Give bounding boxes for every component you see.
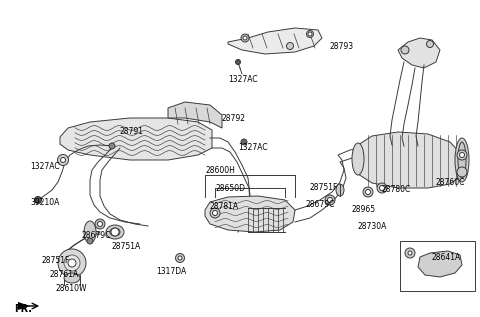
Circle shape [176, 254, 184, 262]
Circle shape [287, 42, 293, 49]
Circle shape [68, 259, 76, 267]
Circle shape [405, 248, 415, 258]
Circle shape [111, 228, 119, 236]
Text: 28679C: 28679C [306, 200, 336, 209]
Circle shape [178, 256, 182, 260]
Circle shape [325, 195, 335, 205]
Text: 28781A: 28781A [210, 202, 239, 211]
Polygon shape [228, 28, 322, 54]
Circle shape [60, 158, 65, 163]
Circle shape [243, 36, 247, 40]
Polygon shape [418, 251, 462, 277]
Ellipse shape [455, 138, 469, 182]
Text: 28791: 28791 [120, 127, 144, 136]
Circle shape [213, 210, 217, 216]
Polygon shape [358, 132, 462, 188]
Circle shape [58, 249, 86, 277]
Text: 28760C: 28760C [435, 178, 464, 187]
Text: 28965: 28965 [352, 205, 376, 214]
Text: 28792: 28792 [222, 114, 246, 123]
Text: 28780C: 28780C [382, 185, 411, 194]
Ellipse shape [106, 225, 124, 239]
Bar [400, 241, 475, 291]
Circle shape [327, 197, 333, 203]
Circle shape [95, 219, 105, 229]
Text: 28730A: 28730A [358, 222, 387, 231]
Circle shape [365, 190, 371, 195]
Ellipse shape [84, 221, 96, 243]
Circle shape [459, 152, 465, 158]
Circle shape [307, 30, 313, 37]
Ellipse shape [64, 273, 80, 283]
Ellipse shape [336, 184, 344, 196]
Circle shape [408, 251, 412, 255]
Text: 28751F: 28751F [310, 183, 338, 192]
Polygon shape [60, 118, 212, 160]
Circle shape [457, 150, 467, 160]
Circle shape [35, 197, 41, 204]
Polygon shape [18, 302, 30, 310]
Polygon shape [168, 102, 222, 128]
Circle shape [210, 208, 220, 218]
Text: 1317DA: 1317DA [156, 267, 186, 276]
Text: FR.: FR. [14, 304, 32, 314]
Text: 28793: 28793 [330, 42, 354, 51]
Circle shape [64, 255, 80, 271]
Ellipse shape [110, 228, 120, 236]
Text: 1327AC: 1327AC [228, 75, 258, 84]
Text: 28641A: 28641A [432, 253, 461, 262]
Text: 28679C: 28679C [82, 231, 111, 240]
Circle shape [109, 143, 115, 149]
Text: 28761A: 28761A [50, 270, 79, 279]
Text: 1327AC: 1327AC [238, 143, 268, 152]
Polygon shape [205, 196, 295, 232]
Circle shape [377, 183, 387, 193]
Circle shape [427, 41, 433, 48]
Text: 28600H: 28600H [205, 166, 235, 175]
Polygon shape [398, 38, 440, 68]
Text: 39210A: 39210A [30, 198, 60, 207]
Text: 28751A: 28751A [112, 242, 141, 251]
Ellipse shape [458, 142, 466, 178]
Ellipse shape [352, 143, 364, 175]
Circle shape [308, 32, 312, 36]
Circle shape [87, 238, 93, 244]
Circle shape [58, 154, 69, 165]
Text: 1327AC: 1327AC [30, 162, 60, 171]
Circle shape [236, 60, 240, 64]
Circle shape [457, 167, 467, 177]
Circle shape [380, 185, 384, 191]
Circle shape [401, 46, 409, 54]
Circle shape [363, 187, 373, 197]
Text: 28751F: 28751F [42, 256, 71, 265]
Text: 28610W: 28610W [56, 284, 87, 293]
Circle shape [241, 34, 249, 42]
Text: 28650D: 28650D [216, 184, 246, 193]
Circle shape [97, 222, 103, 227]
Circle shape [241, 139, 247, 145]
